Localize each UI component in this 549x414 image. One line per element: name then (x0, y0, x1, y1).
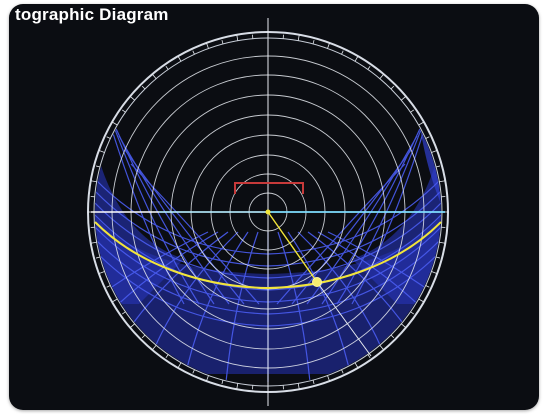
dial-tick (151, 73, 157, 79)
hour-line (287, 231, 353, 383)
dial-tick (435, 256, 441, 259)
dial-tick (121, 311, 126, 315)
dial-tick (327, 42, 330, 49)
diagram-title: tographic Diagram (15, 5, 169, 24)
dial-tick (341, 369, 344, 374)
dial-tick (435, 165, 441, 168)
dial-tick (367, 65, 371, 70)
dial-tick (354, 362, 359, 369)
dial-tick (425, 136, 430, 139)
hour-line (327, 231, 441, 383)
dial-tick (327, 375, 330, 382)
dial-tick (431, 150, 438, 153)
dial-tick (141, 85, 146, 90)
dial-tick (206, 42, 209, 49)
dial-tick (177, 362, 182, 369)
dial-tick (410, 109, 415, 113)
dial-tick (95, 256, 101, 259)
dial-tick (390, 334, 395, 339)
dial-tick (151, 345, 157, 351)
dial-tick (106, 136, 111, 139)
dial-tick (401, 323, 407, 329)
dial-tick (165, 65, 169, 70)
solar-ray (267, 211, 318, 283)
hour-line (183, 231, 249, 383)
dial-tick (439, 180, 446, 183)
dial-tick (129, 95, 135, 101)
dial-tick (98, 150, 105, 153)
dial-tick (221, 379, 224, 385)
red-bracket-marker (234, 182, 304, 194)
stereographic-diagram[interactable] (9, 4, 539, 410)
dial-tick (401, 95, 407, 101)
dial-tick (206, 375, 209, 382)
dial-tick (418, 121, 425, 126)
dial-tick (354, 55, 359, 62)
dial-tick (236, 34, 239, 41)
mesh-arc-west (130, 163, 260, 305)
dial-tick (90, 180, 97, 183)
dial-tick (297, 383, 300, 390)
dial-tick (141, 334, 146, 339)
dial-tick (98, 271, 105, 274)
dial-tick (312, 379, 315, 385)
dial-tick (379, 73, 385, 79)
extension-ray (316, 281, 372, 357)
sun-path-arc (94, 221, 442, 290)
dial-tick (297, 34, 300, 41)
dial-tick (111, 298, 118, 303)
dial-tick (90, 241, 97, 244)
dial-tick (177, 55, 182, 62)
dial-tick (192, 369, 195, 374)
mesh-arc-east (276, 163, 406, 305)
dial-tick (192, 50, 195, 55)
dial-tick (312, 39, 315, 45)
dial-tick (410, 311, 415, 315)
dial-tick (221, 39, 224, 45)
dial-tick (129, 323, 135, 329)
dial-tick (439, 241, 446, 244)
dial-tick (367, 354, 371, 359)
dial-tick (425, 285, 430, 288)
dial-tick (106, 285, 111, 288)
dial-tick (341, 50, 344, 55)
selected-sun-point[interactable] (312, 277, 322, 287)
dial-tick (111, 121, 118, 126)
hour-line (95, 231, 209, 383)
dial-tick (379, 345, 385, 351)
dial-tick (95, 165, 101, 168)
dial-tick (165, 354, 169, 359)
stereographic-diagram-panel: tographic Diagram (9, 4, 539, 410)
dial-tick (418, 298, 425, 303)
dial-tick (431, 271, 438, 274)
center-point (265, 209, 271, 215)
dial-tick (236, 383, 239, 390)
dial-tick (121, 109, 126, 113)
dial-tick (390, 85, 395, 90)
